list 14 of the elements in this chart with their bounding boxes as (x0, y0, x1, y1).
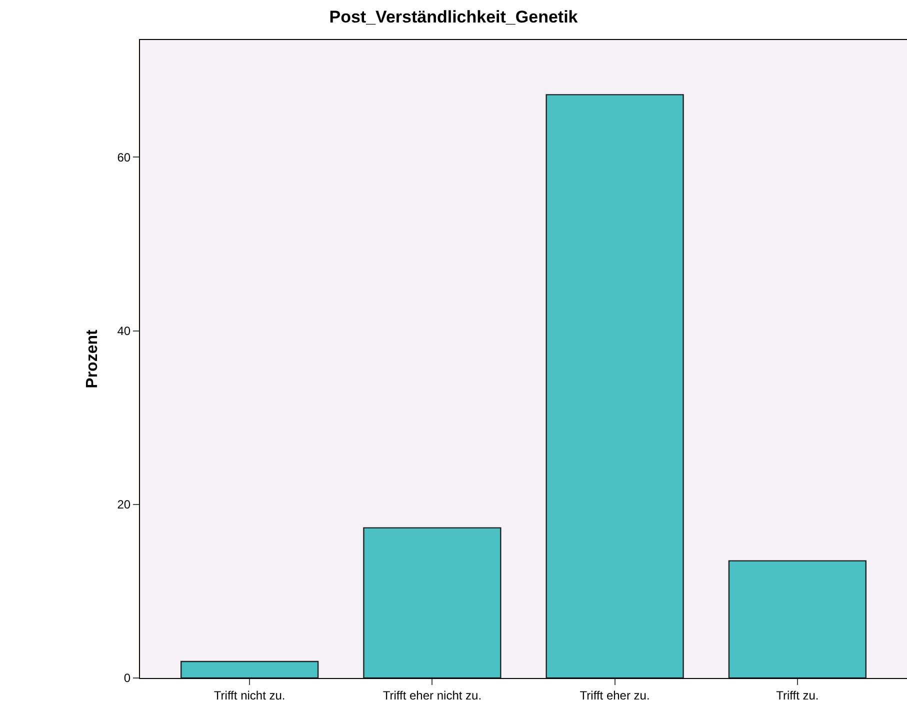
x-tick-label: Trifft eher nicht zu. (382, 688, 482, 702)
bar (180, 660, 319, 678)
x-tick-label: Trifft zu. (776, 688, 819, 702)
y-tick-label: 60 (117, 150, 131, 164)
chart-title: Post_Verständlichkeit_Genetik (329, 8, 578, 27)
y-tick-label: 40 (117, 324, 131, 338)
y-tick-label: 0 (124, 671, 131, 686)
bar (363, 527, 502, 678)
bar (546, 94, 684, 678)
y-axis-title: Prozent (84, 328, 102, 388)
y-tick-label: 20 (117, 498, 131, 512)
bar (728, 560, 867, 678)
x-tick-label: Trifft nicht zu. (214, 688, 286, 702)
x-tick-label: Trifft eher zu. (580, 688, 650, 702)
